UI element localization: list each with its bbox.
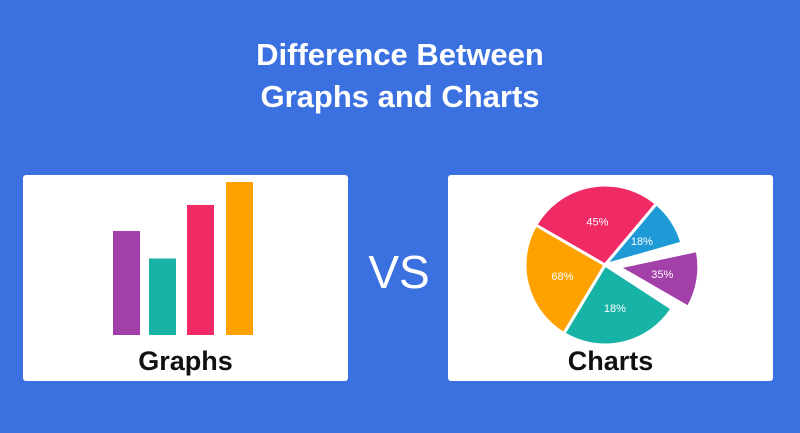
vs-label: VS [368, 246, 430, 298]
bar-1 [113, 230, 140, 335]
bar-graph [113, 182, 253, 335]
title-line-2: Graphs and Charts [260, 79, 540, 114]
pie-slice-label-4: 18% [604, 303, 626, 315]
pie-slice-label-3: 35% [651, 269, 673, 281]
bar-3 [187, 204, 214, 335]
pie-slice-3 [614, 248, 701, 310]
pie-slice-2 [600, 201, 684, 268]
pie-slice-4 [561, 262, 675, 347]
pie-slice-label-1: 45% [586, 217, 608, 229]
charts-panel: 45% 18% 35% 18% 68% Charts [448, 175, 773, 381]
title-line-1: Difference Between [256, 37, 544, 72]
bar-2 [149, 258, 176, 335]
graphs-panel: Graphs [23, 175, 348, 381]
bar-4 [226, 182, 253, 335]
graphs-label: Graphs [138, 346, 233, 376]
charts-label: Charts [567, 346, 654, 376]
pie-slice-label-5: 68% [551, 271, 573, 283]
pie-slice-label-2: 18% [631, 236, 653, 248]
pie-slice-5 [523, 222, 608, 336]
pie-chart: 45% 18% 35% 18% 68% [523, 183, 701, 347]
pie-slice-1 [533, 183, 659, 267]
